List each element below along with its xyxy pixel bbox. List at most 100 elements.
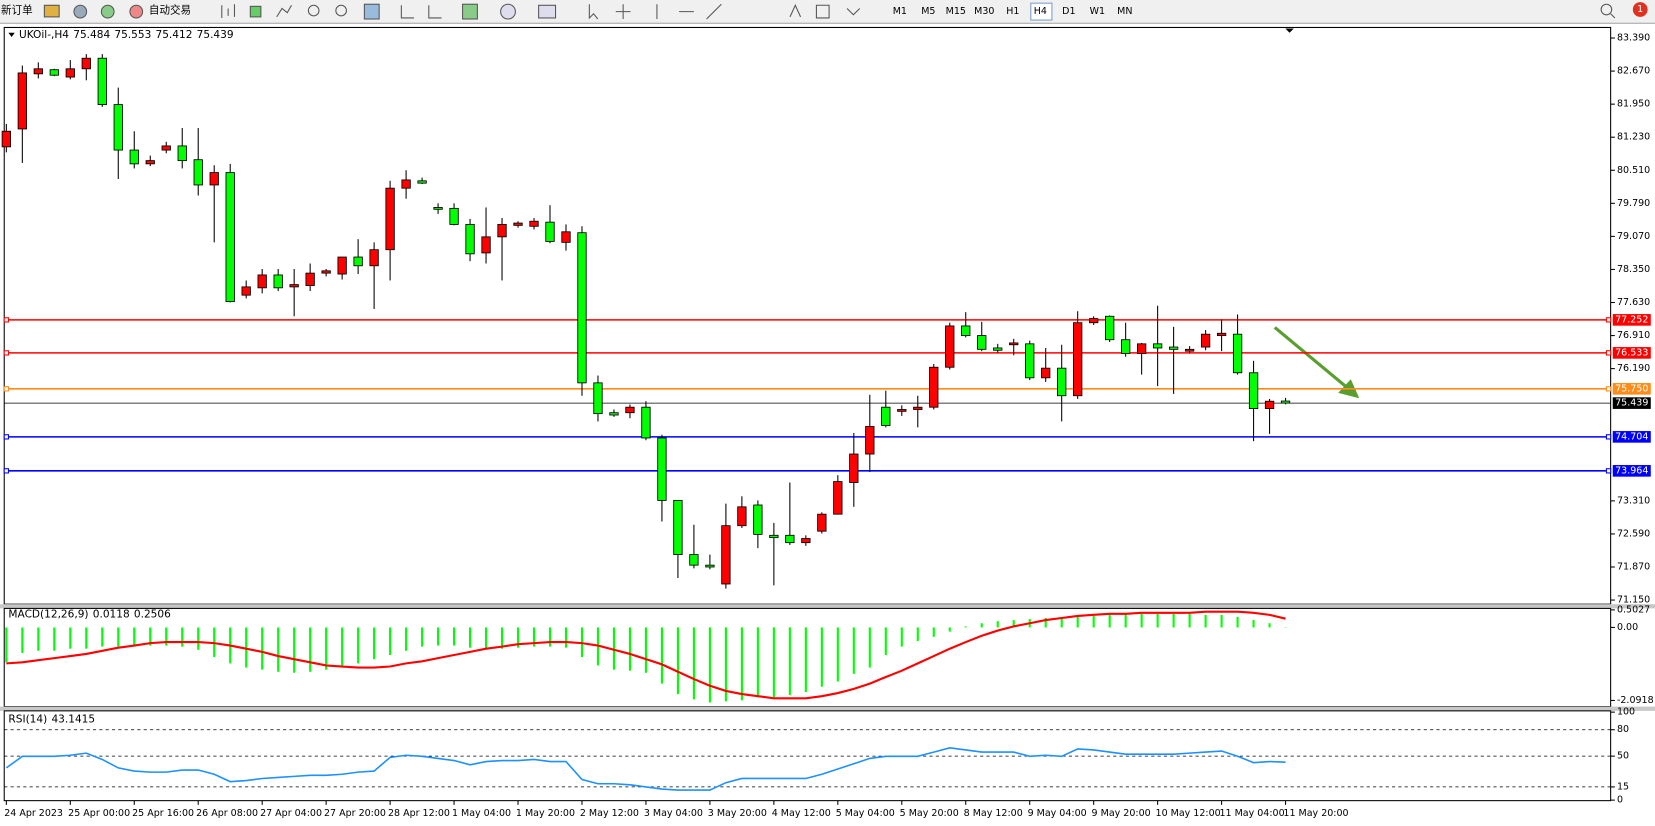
- candle-body: [673, 499, 683, 556]
- candle-body: [833, 481, 843, 515]
- x-tick-label: 11 May 20:00: [1283, 808, 1348, 819]
- icon[interactable]: [500, 3, 516, 20]
- y-tick-label: 79.790: [1617, 198, 1650, 209]
- candle-body: [321, 270, 331, 274]
- line-anchor: [1605, 434, 1612, 440]
- timeframe-button[interactable]: H4: [1034, 6, 1047, 17]
- rsi-line: [5, 747, 1286, 791]
- candle-body: [97, 57, 107, 106]
- y-tick-label: 83.390: [1617, 33, 1650, 44]
- candle-body: [1280, 400, 1291, 404]
- candle-body: [545, 221, 555, 242]
- icon[interactable]: [588, 4, 599, 20]
- icon[interactable]: [335, 4, 347, 17]
- icon[interactable]: [363, 3, 380, 20]
- line-label: 73.964: [1615, 465, 1648, 476]
- x-tick-label: 1 May 04:00: [452, 808, 511, 819]
- timeframe-button[interactable]: H1: [1006, 6, 1019, 17]
- icon[interactable]: [307, 4, 320, 17]
- candle-body: [1057, 367, 1067, 397]
- line-label-box: [1612, 383, 1651, 395]
- icon[interactable]: [221, 4, 235, 18]
- line-label-box: [1612, 347, 1651, 359]
- candle-body: [193, 159, 203, 186]
- line-anchor: [3, 468, 9, 474]
- new-order-button[interactable]: 新订单: [1, 4, 33, 17]
- icon[interactable]: [538, 4, 557, 19]
- header-value: 0.0118: [93, 609, 130, 621]
- candle-body: [17, 72, 27, 130]
- candle-body: [1184, 348, 1195, 352]
- x-tick-label: 10 May 12:00: [1156, 808, 1221, 819]
- line-anchor: [1605, 468, 1612, 474]
- line-anchor: [1605, 317, 1612, 323]
- candle-body: [1, 130, 11, 148]
- header-value: 43.1415: [51, 713, 95, 725]
- candle-body: [1152, 343, 1163, 349]
- icon[interactable]: [462, 3, 478, 20]
- icon[interactable]: [789, 4, 861, 19]
- candle-body: [705, 564, 715, 568]
- line-anchor: [3, 317, 9, 323]
- candle-body: [721, 525, 731, 585]
- candle-body: [1121, 339, 1131, 354]
- icon[interactable]: [129, 4, 144, 19]
- candle-body: [737, 506, 747, 527]
- timeframe-button[interactable]: W1: [1090, 6, 1105, 17]
- x-tick-label: 3 May 04:00: [644, 808, 703, 819]
- icon[interactable]: [400, 5, 442, 19]
- timeframe-button[interactable]: D1: [1062, 6, 1075, 17]
- y-tick-label: 80.510: [1617, 165, 1650, 176]
- timeframe-button[interactable]: MN: [1117, 6, 1132, 17]
- candle-body: [497, 224, 507, 238]
- icon[interactable]: [73, 4, 88, 19]
- header-value: 75.412: [156, 29, 193, 41]
- x-tick-label: 5 May 04:00: [836, 808, 895, 819]
- x-tick-label: 9 May 04:00: [1028, 808, 1087, 819]
- notification-badge[interactable]: [1632, 2, 1648, 17]
- candle-body: [129, 149, 139, 165]
- candle-body: [113, 104, 123, 151]
- y-tick-label: 76.910: [1617, 330, 1650, 341]
- candle-body: [273, 274, 283, 289]
- x-tick-label: 5 May 20:00: [900, 808, 959, 819]
- line-anchor: [3, 386, 9, 392]
- icon[interactable]: [1610, 13, 1616, 19]
- icon[interactable]: [249, 5, 262, 18]
- timeframe-button[interactable]: M5: [921, 6, 935, 17]
- candle-body: [993, 347, 1003, 351]
- candle-body: [449, 207, 459, 225]
- icon[interactable]: [100, 4, 115, 19]
- icon[interactable]: [276, 5, 292, 18]
- candle-body: [1025, 343, 1035, 379]
- icon[interactable]: [43, 4, 60, 18]
- y-tick-label: 0: [1617, 795, 1623, 806]
- y-tick-label: 81.230: [1617, 132, 1650, 143]
- candle-body: [689, 554, 699, 566]
- x-tick-label: 25 Apr 00:00: [68, 808, 130, 819]
- icon[interactable]: [615, 3, 722, 20]
- timeframe-button[interactable]: M1: [893, 6, 907, 17]
- x-tick-label: 28 Apr 12:00: [388, 808, 450, 819]
- y-tick-label: 0.5027: [1617, 604, 1650, 615]
- header-value: MACD(12,26,9): [8, 609, 88, 621]
- header-value: 0.2506: [134, 609, 171, 621]
- collapse-marker[interactable]: [8, 32, 15, 37]
- auto-trading-button[interactable]: 自动交易: [149, 4, 191, 17]
- timeframe-button[interactable]: M15: [946, 6, 966, 17]
- line-label: 77.252: [1615, 314, 1648, 325]
- candle-body: [625, 406, 635, 414]
- candle-body: [433, 207, 443, 210]
- y-tick-label: 80: [1617, 724, 1629, 735]
- candle-body: [753, 504, 763, 535]
- icon[interactable]: [1600, 3, 1613, 16]
- line-label-box: [1612, 465, 1651, 477]
- candle-body: [257, 274, 267, 289]
- candle-body: [1232, 333, 1243, 374]
- candle-body: [513, 222, 523, 226]
- timeframe-button[interactable]: M30: [974, 6, 994, 17]
- candle-body: [1041, 367, 1051, 379]
- candle-body: [913, 406, 923, 410]
